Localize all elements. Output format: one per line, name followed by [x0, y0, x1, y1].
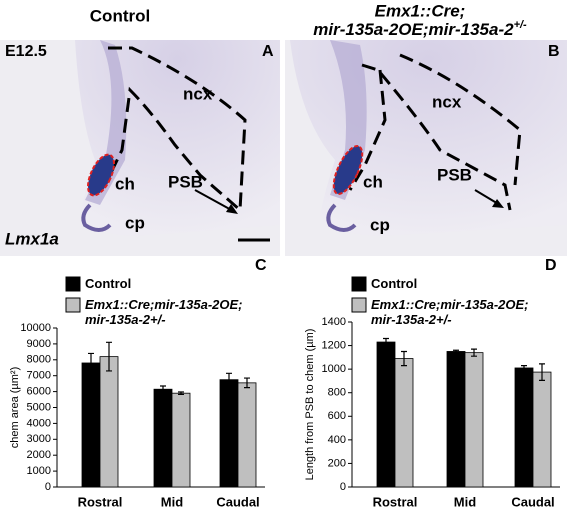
- region-label: cp: [125, 213, 145, 232]
- region-label: ch: [363, 172, 383, 191]
- bar: [153, 388, 173, 488]
- error-bar: [178, 391, 184, 396]
- mutant-title-line1: Emx1::Cre;: [375, 1, 466, 20]
- legend-label: Control: [85, 276, 132, 291]
- y-tick-label: 0: [45, 481, 51, 493]
- x-tick-label: Rostral: [373, 494, 418, 509]
- mutant-title-main: mir-135a-2OE;mir-135a-2: [313, 20, 514, 39]
- legend-swatch: [351, 276, 367, 292]
- legend-swatch: [65, 276, 81, 292]
- legend-label: Emx1::Cre;mir-135a-2OE; mir-135a-2+/-: [371, 297, 529, 327]
- bar: [532, 371, 552, 488]
- bar: [237, 382, 257, 488]
- bar: [81, 362, 101, 488]
- x-tick-label: Mid: [161, 494, 183, 509]
- bar: [99, 356, 119, 488]
- x-tick-label: Rostral: [78, 494, 123, 509]
- bar: [376, 341, 396, 488]
- bar: [219, 379, 239, 488]
- panel-letter: B: [548, 43, 560, 60]
- legend-label: Emx1::Cre;mir-135a-2OE; mir-135a-2+/-: [85, 297, 243, 327]
- y-tick-label: 1200: [322, 339, 346, 351]
- error-bar: [471, 348, 477, 357]
- region-label: PSB: [437, 165, 472, 184]
- micrograph-b: [285, 40, 567, 256]
- error-bar: [521, 365, 527, 371]
- y-tick-label: 3000: [27, 433, 51, 445]
- y-tick-label: 800: [328, 387, 346, 399]
- bar: [446, 351, 466, 488]
- y-tick-label: 1000: [322, 363, 346, 375]
- legend-swatch: [65, 297, 81, 313]
- micrograph-a: [0, 40, 280, 256]
- y-tick-label: 7000: [27, 370, 51, 382]
- y-tick-label: 10000: [20, 322, 51, 334]
- error-bar: [226, 372, 232, 387]
- bar: [514, 367, 534, 488]
- legend-swatch: [351, 297, 367, 313]
- panel-letter: A: [262, 43, 274, 60]
- region-label: ch: [115, 174, 135, 193]
- panel-letter: D: [545, 257, 557, 274]
- y-tick-label: 1000: [27, 465, 51, 477]
- bar: [394, 358, 414, 488]
- y-tick-label: 5000: [27, 401, 51, 413]
- error-bar: [383, 337, 389, 347]
- legend-label: Control: [371, 276, 418, 291]
- control-title: Control: [90, 6, 150, 25]
- error-bar: [244, 377, 250, 389]
- y-tick-label: 200: [328, 457, 346, 469]
- bar: [171, 392, 191, 488]
- error-bar: [539, 363, 545, 381]
- y-tick-label: 4000: [27, 417, 51, 429]
- region-label: PSB: [168, 172, 203, 191]
- gene-label: Lmx1a: [5, 229, 59, 248]
- error-bar: [453, 349, 459, 354]
- x-tick-label: Caudal: [511, 494, 554, 509]
- x-tick-label: Caudal: [216, 494, 259, 509]
- region-label: cp: [370, 215, 390, 234]
- y-axis-title: chem area (µm²): [9, 367, 21, 449]
- error-bar: [401, 350, 407, 367]
- y-axis-title: Length from PSB to chem (µm): [304, 329, 316, 481]
- y-tick-label: 600: [328, 410, 346, 422]
- y-tick-label: 9000: [27, 338, 51, 350]
- mutant-title-line2: mir-135a-2OE;mir-135a-2+/-: [313, 19, 527, 40]
- y-tick-label: 6000: [27, 386, 51, 398]
- y-tick-label: 8000: [27, 354, 51, 366]
- y-tick-label: 400: [328, 434, 346, 446]
- bar: [464, 352, 484, 488]
- stage-label: E12.5: [5, 43, 47, 60]
- panel-letter: C: [255, 257, 267, 274]
- error-bar: [160, 385, 166, 393]
- y-tick-label: 0: [340, 481, 346, 493]
- mutant-title-sup: +/-: [514, 19, 527, 31]
- region-label: ncx: [432, 92, 462, 111]
- region-label: ncx: [183, 84, 213, 103]
- x-tick-label: Mid: [454, 494, 476, 509]
- y-tick-label: 1400: [322, 316, 346, 328]
- y-tick-label: 2000: [27, 449, 51, 461]
- error-bar: [88, 352, 94, 374]
- error-bar: [106, 341, 112, 372]
